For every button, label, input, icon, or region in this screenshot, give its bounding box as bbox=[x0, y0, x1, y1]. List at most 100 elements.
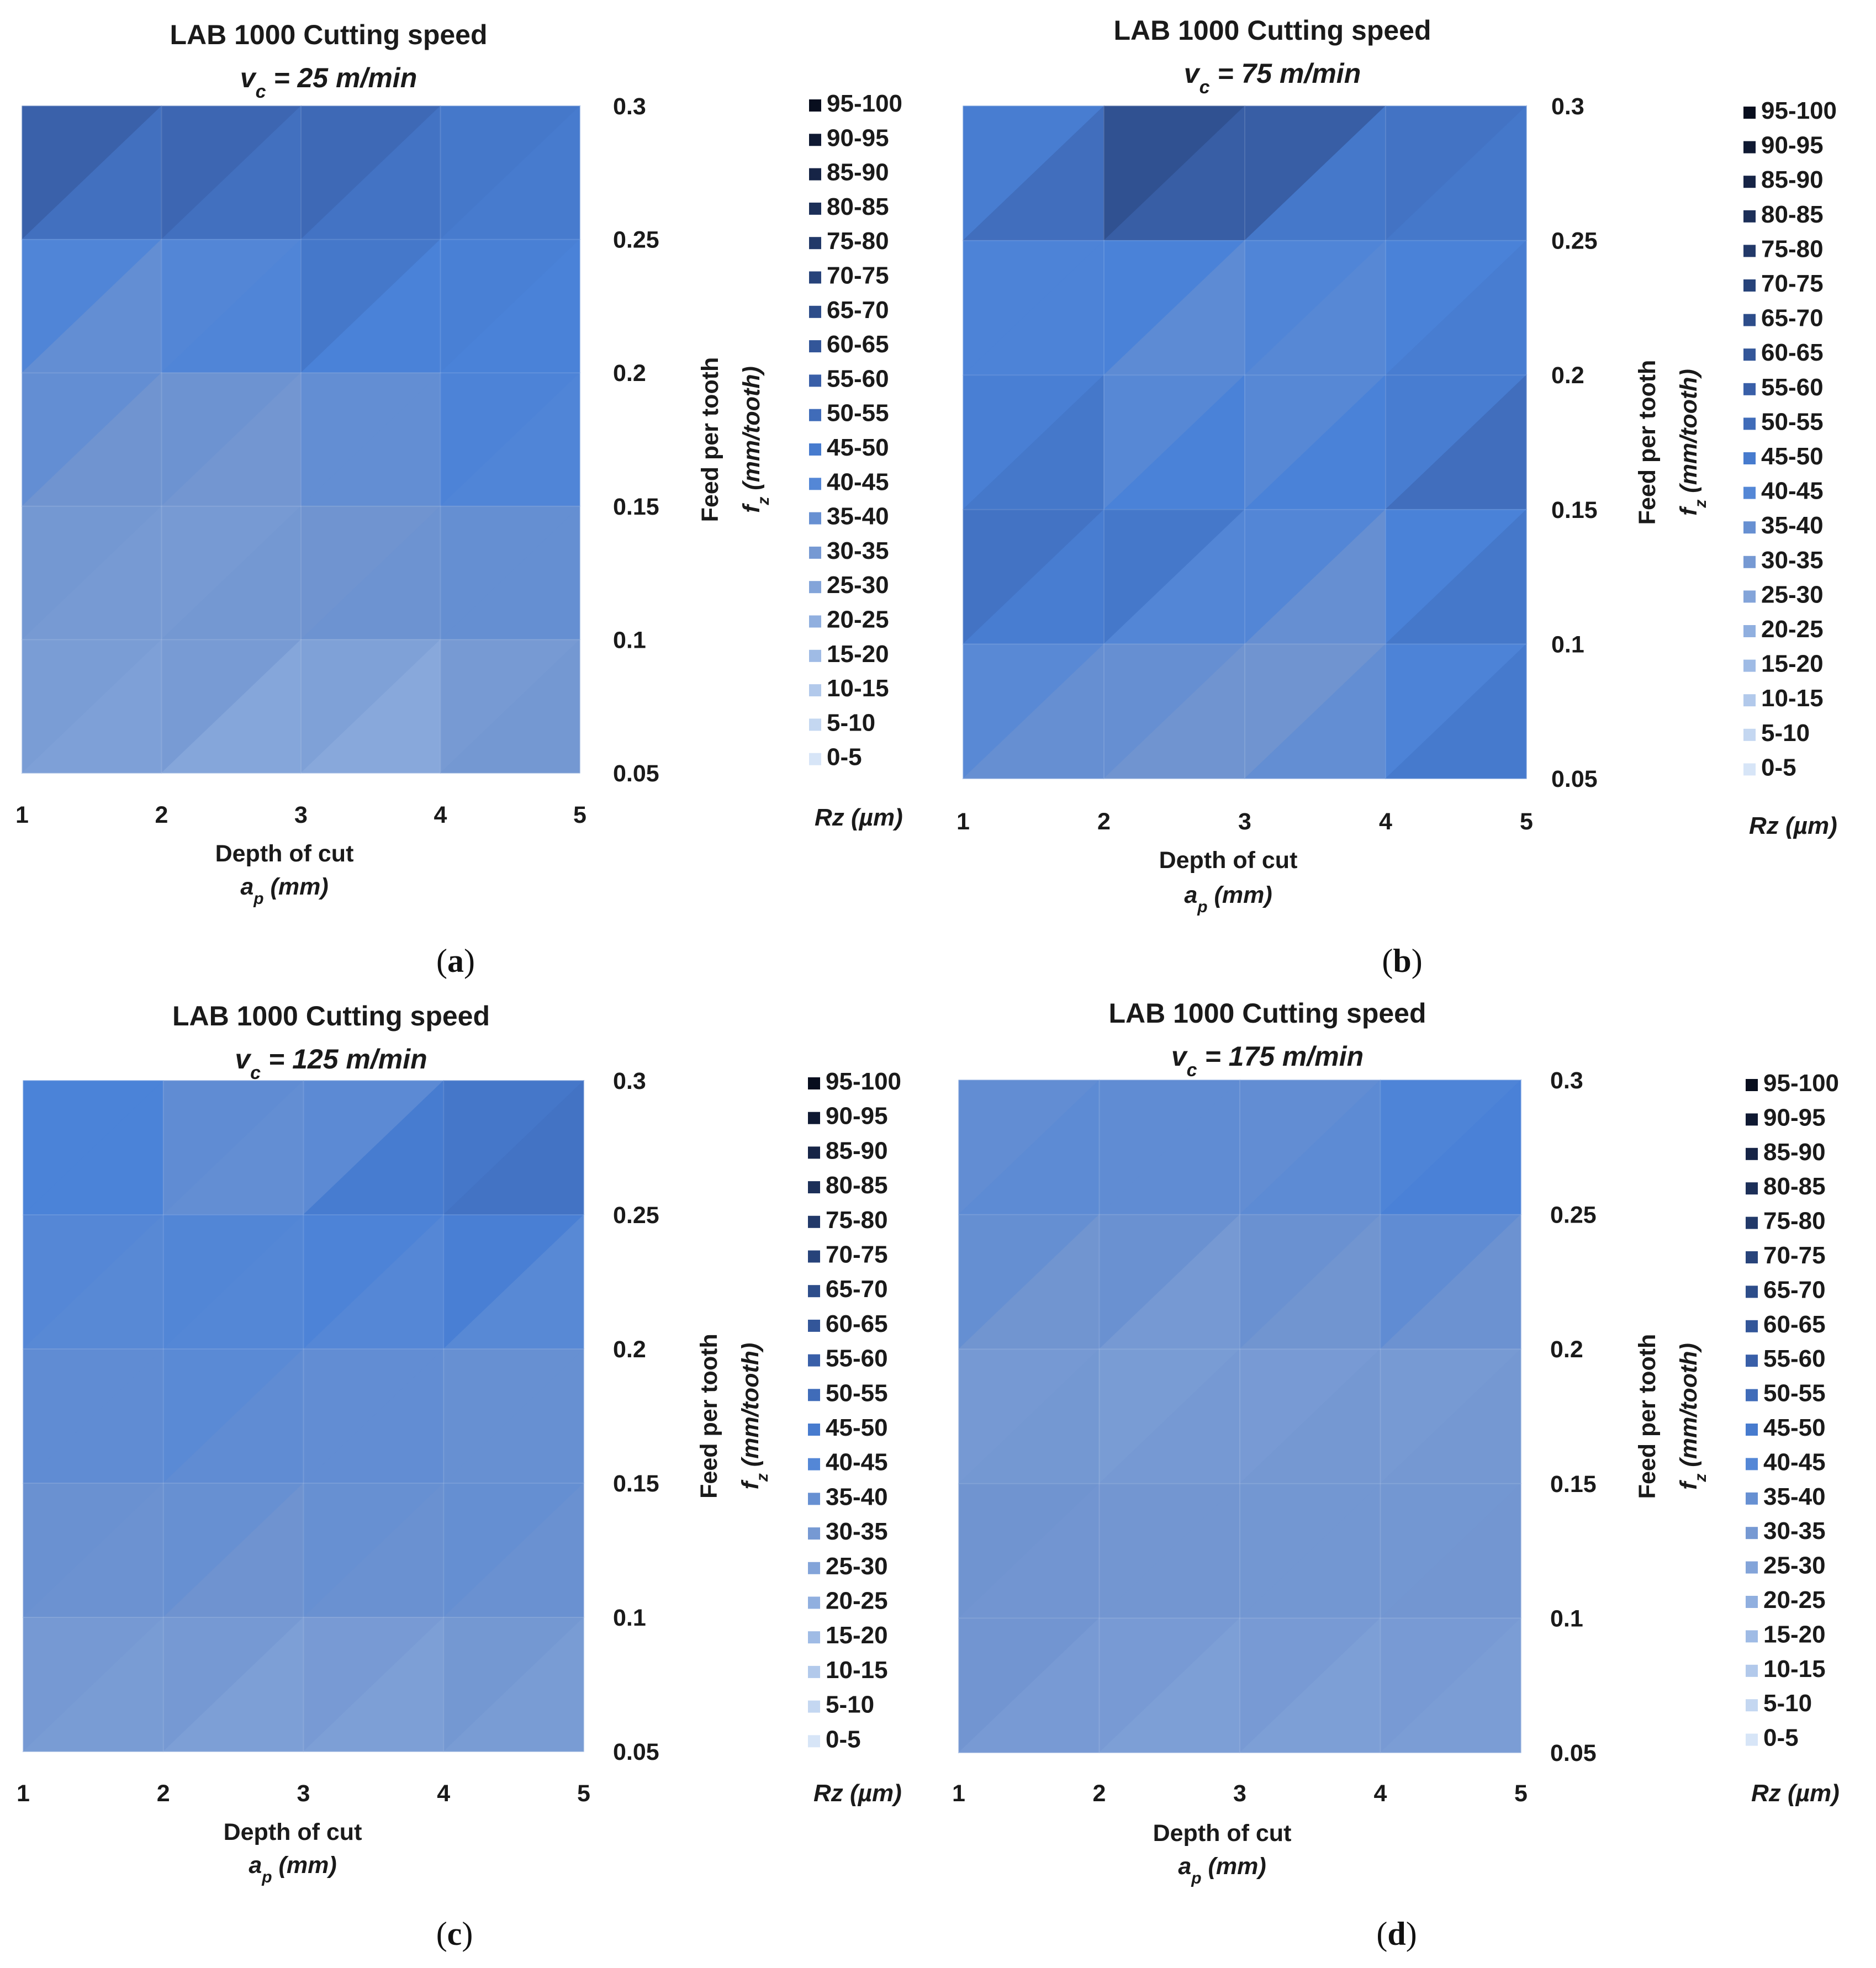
legend-swatch bbox=[809, 615, 821, 628]
legend-swatch bbox=[808, 1250, 820, 1263]
panel-d: LAB 1000 Cutting speed vc = 175 m/min 1 2 3 4… bbox=[938, 984, 1876, 1968]
legend-swatch bbox=[1746, 1596, 1758, 1608]
legend-label: 80-85 bbox=[1763, 1173, 1826, 1200]
legend-label: 45-50 bbox=[827, 434, 889, 461]
heatmap-cell bbox=[440, 639, 580, 774]
legend-title: Rz (µm) bbox=[1751, 1780, 1840, 1807]
y-tick-label: 0.25 bbox=[613, 227, 659, 253]
x-tick-label: 4 bbox=[434, 802, 447, 828]
y-tick-label: 0.15 bbox=[613, 494, 659, 520]
legend-label: 55-60 bbox=[1763, 1345, 1826, 1372]
legend-label: 30-35 bbox=[827, 537, 889, 564]
legend-label: 80-85 bbox=[827, 193, 889, 220]
y-tick-label: 0.1 bbox=[1551, 631, 1584, 658]
legend-label: 90-95 bbox=[1763, 1104, 1826, 1131]
y-tick-label: 0.1 bbox=[613, 627, 646, 653]
legend-swatch bbox=[1746, 1733, 1758, 1746]
legend-label: 90-95 bbox=[1761, 132, 1824, 159]
legend-swatch bbox=[808, 1596, 820, 1609]
legend-label: 15-20 bbox=[827, 641, 889, 668]
legend-label: 50-55 bbox=[1763, 1380, 1826, 1407]
gridlines bbox=[958, 1080, 1521, 1753]
legend-swatch bbox=[1746, 1182, 1758, 1195]
legend-swatch bbox=[1746, 1147, 1758, 1160]
legend-title: Rz (µm) bbox=[813, 1780, 902, 1807]
legend-swatch bbox=[1743, 348, 1756, 361]
legend-swatch bbox=[1743, 417, 1756, 430]
legend-label: 20-25 bbox=[1761, 616, 1824, 643]
y-tick-label: 0.15 bbox=[1550, 1471, 1597, 1498]
legend-label: 0-5 bbox=[1763, 1724, 1799, 1752]
legend-label: 10-15 bbox=[1761, 685, 1824, 712]
legend-swatch bbox=[808, 1493, 820, 1505]
heatmap-cell bbox=[1384, 643, 1527, 779]
legend-label: 0-5 bbox=[827, 744, 862, 771]
legend-label: 80-85 bbox=[826, 1172, 888, 1199]
y-axis-label: Feed per tooth bbox=[1634, 1334, 1661, 1499]
legend-swatch bbox=[1743, 694, 1756, 707]
legend-label: 35-40 bbox=[1761, 512, 1824, 539]
legend-swatch bbox=[1743, 314, 1756, 326]
y-tick-label: 0.2 bbox=[613, 1336, 646, 1363]
legend-label: 10-15 bbox=[827, 675, 889, 702]
legend-label: 90-95 bbox=[826, 1103, 888, 1130]
legend-label: 15-20 bbox=[1761, 650, 1824, 678]
legend-label: 75-80 bbox=[827, 228, 889, 255]
legend-swatch bbox=[809, 168, 821, 181]
legend-swatch bbox=[1743, 279, 1756, 292]
x-tick-label: 1 bbox=[15, 802, 29, 828]
legend-swatch bbox=[1743, 176, 1756, 188]
legend-label: 55-60 bbox=[1761, 374, 1824, 401]
legend-label: 70-75 bbox=[826, 1241, 888, 1268]
legend-title: Rz (µm) bbox=[815, 804, 903, 831]
legend-swatch bbox=[808, 1181, 820, 1194]
legend-label: 0-5 bbox=[1761, 754, 1796, 781]
legend-swatch bbox=[808, 1735, 820, 1748]
legend-label: 25-30 bbox=[1761, 581, 1824, 608]
legend-label: 0-5 bbox=[826, 1726, 861, 1753]
legend-swatch bbox=[809, 374, 821, 387]
heatmap-cells bbox=[21, 105, 581, 774]
legend-swatch bbox=[1743, 763, 1756, 776]
legend-label: 95-100 bbox=[826, 1068, 901, 1095]
legend-swatch bbox=[1746, 1079, 1758, 1091]
legend-swatch bbox=[1746, 1216, 1758, 1229]
x-tick-label: 2 bbox=[1097, 808, 1111, 835]
panel-a: LAB 1000 Cutting speed vc = 25 m/min 1 2 3 4 5… bbox=[0, 0, 938, 984]
legend-swatch bbox=[809, 753, 821, 765]
legend-swatch bbox=[1746, 1424, 1758, 1436]
legend-swatch bbox=[1746, 1113, 1758, 1126]
y-tick-label: 0.3 bbox=[613, 93, 646, 120]
legend-swatch bbox=[1746, 1630, 1758, 1643]
legend-label: 45-50 bbox=[1761, 443, 1824, 470]
legend-label: 25-30 bbox=[1763, 1552, 1826, 1579]
legend-swatch bbox=[808, 1077, 820, 1089]
x-axis-symbol: ap (mm) bbox=[1184, 882, 1272, 916]
legend-swatch bbox=[1743, 625, 1756, 637]
heatmap-cells bbox=[22, 1080, 585, 1753]
legend-label: 5-10 bbox=[827, 709, 875, 736]
legend-label: 40-45 bbox=[1763, 1448, 1826, 1475]
gridlines bbox=[963, 105, 1527, 779]
y-tick-label: 0.05 bbox=[1550, 1740, 1597, 1766]
chart-subtitle: vc = 175 m/min bbox=[1171, 1041, 1364, 1081]
legend-swatch bbox=[1746, 1699, 1758, 1712]
legend-swatch bbox=[808, 1527, 820, 1540]
y-tick-label: 0.15 bbox=[1551, 497, 1598, 523]
legend-swatch bbox=[808, 1458, 820, 1470]
legend-label: 95-100 bbox=[1761, 97, 1837, 124]
legend-label: 50-55 bbox=[827, 400, 889, 427]
x-tick-label: 2 bbox=[1093, 1780, 1106, 1807]
x-axis-label: Depth of cut bbox=[215, 840, 354, 867]
x-tick-label: 1 bbox=[957, 808, 970, 835]
gridlines bbox=[23, 1080, 584, 1752]
legend-swatch bbox=[1746, 1251, 1758, 1263]
legend-label: 20-25 bbox=[826, 1588, 888, 1615]
legend-label: 75-80 bbox=[1761, 235, 1824, 262]
legend-swatch bbox=[808, 1285, 820, 1298]
legend-swatch bbox=[809, 409, 821, 421]
legend-label: 40-45 bbox=[826, 1449, 888, 1476]
chart-subtitle: vc = 75 m/min bbox=[1184, 58, 1361, 98]
chart-title: LAB 1000 Cutting speed bbox=[1108, 998, 1426, 1029]
